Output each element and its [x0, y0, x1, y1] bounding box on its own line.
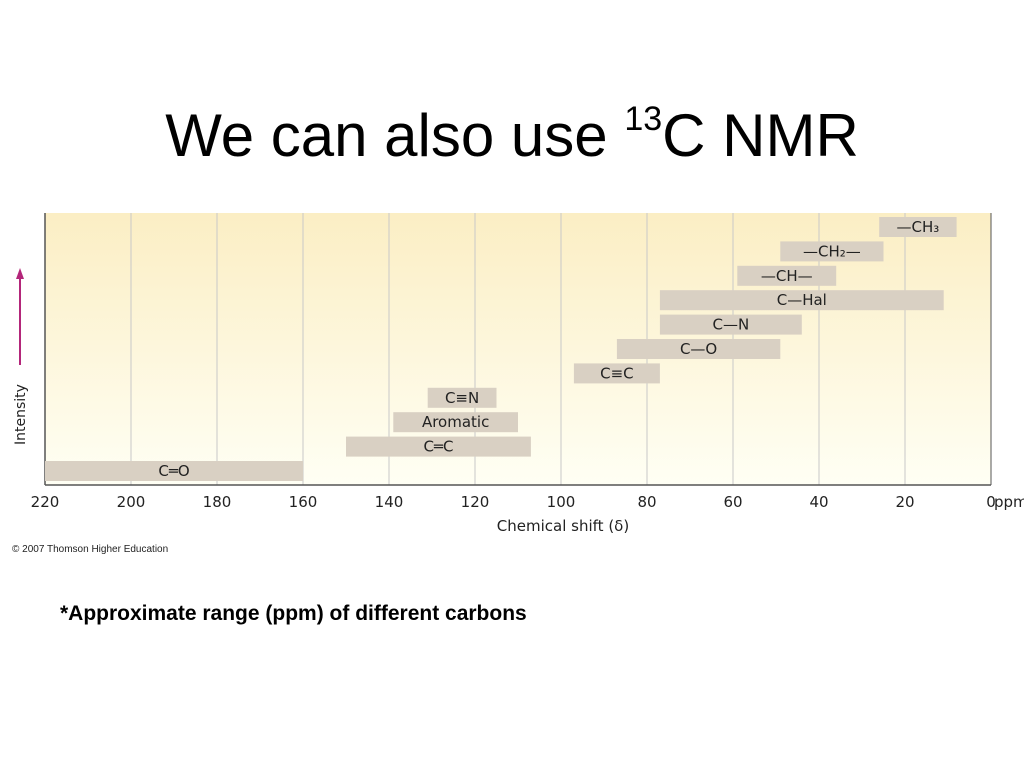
range-bar	[616, 339, 781, 359]
x-tick-label: 60	[723, 493, 742, 511]
range-label: C≡N	[445, 389, 479, 407]
x-tick-label: 40	[809, 493, 828, 511]
nmr-shift-chart: —CH₃ —CH₂— —CH— C—Hal C—N C—O C≡C C≡N Aromatic C═…	[13, 213, 1024, 535]
y-axis-label: Intensity	[13, 384, 29, 445]
range-bar	[573, 363, 660, 384]
range-label: —CH—	[761, 267, 813, 285]
range-bar	[393, 412, 518, 433]
range-label: C≡C	[600, 364, 634, 382]
range-bar	[346, 436, 531, 457]
range-label: C—N	[712, 316, 749, 334]
range-label: —CH₂—	[803, 242, 861, 260]
x-tick-label: 20	[895, 493, 914, 511]
range-bar	[659, 314, 802, 335]
x-tick-label: 80	[637, 493, 656, 511]
range-bar	[659, 290, 944, 311]
x-tick-label: 160	[289, 493, 318, 511]
range-bar	[427, 387, 497, 408]
slide-title: We can also use 13C NMR	[0, 100, 1024, 172]
x-tick-label: 220	[31, 493, 60, 511]
title-prefix: We can also use	[165, 102, 625, 170]
x-axis-label: Chemical shift (δ)	[497, 517, 629, 535]
chart-caption: *Approximate range (ppm) of different ca…	[60, 602, 527, 625]
range-bar	[879, 217, 957, 237]
title-superscript: 13	[624, 100, 663, 139]
x-tick-label: 200	[117, 493, 146, 511]
range-label: C═O	[158, 462, 189, 480]
x-tick-label: 120	[461, 493, 490, 511]
x-tick-label: 140	[375, 493, 404, 511]
range-bar	[737, 265, 837, 286]
range-label: —CH₃	[897, 218, 940, 236]
x-tick-label: 100	[547, 493, 576, 511]
x-unit-label: ppm	[994, 493, 1024, 511]
x-tick-label: 0	[986, 493, 996, 511]
intensity-arrow-head	[16, 268, 24, 279]
x-tick-label: 180	[203, 493, 232, 511]
range-label: C═C	[423, 438, 453, 456]
range-bar	[45, 461, 303, 481]
range-bar	[780, 241, 884, 262]
copyright-text: © 2007 Thomson Higher Education	[12, 544, 169, 555]
title-suffix: C NMR	[662, 102, 859, 170]
range-label: C—Hal	[777, 291, 827, 309]
range-label: Aromatic	[422, 413, 489, 431]
range-label: C—O	[680, 340, 717, 358]
